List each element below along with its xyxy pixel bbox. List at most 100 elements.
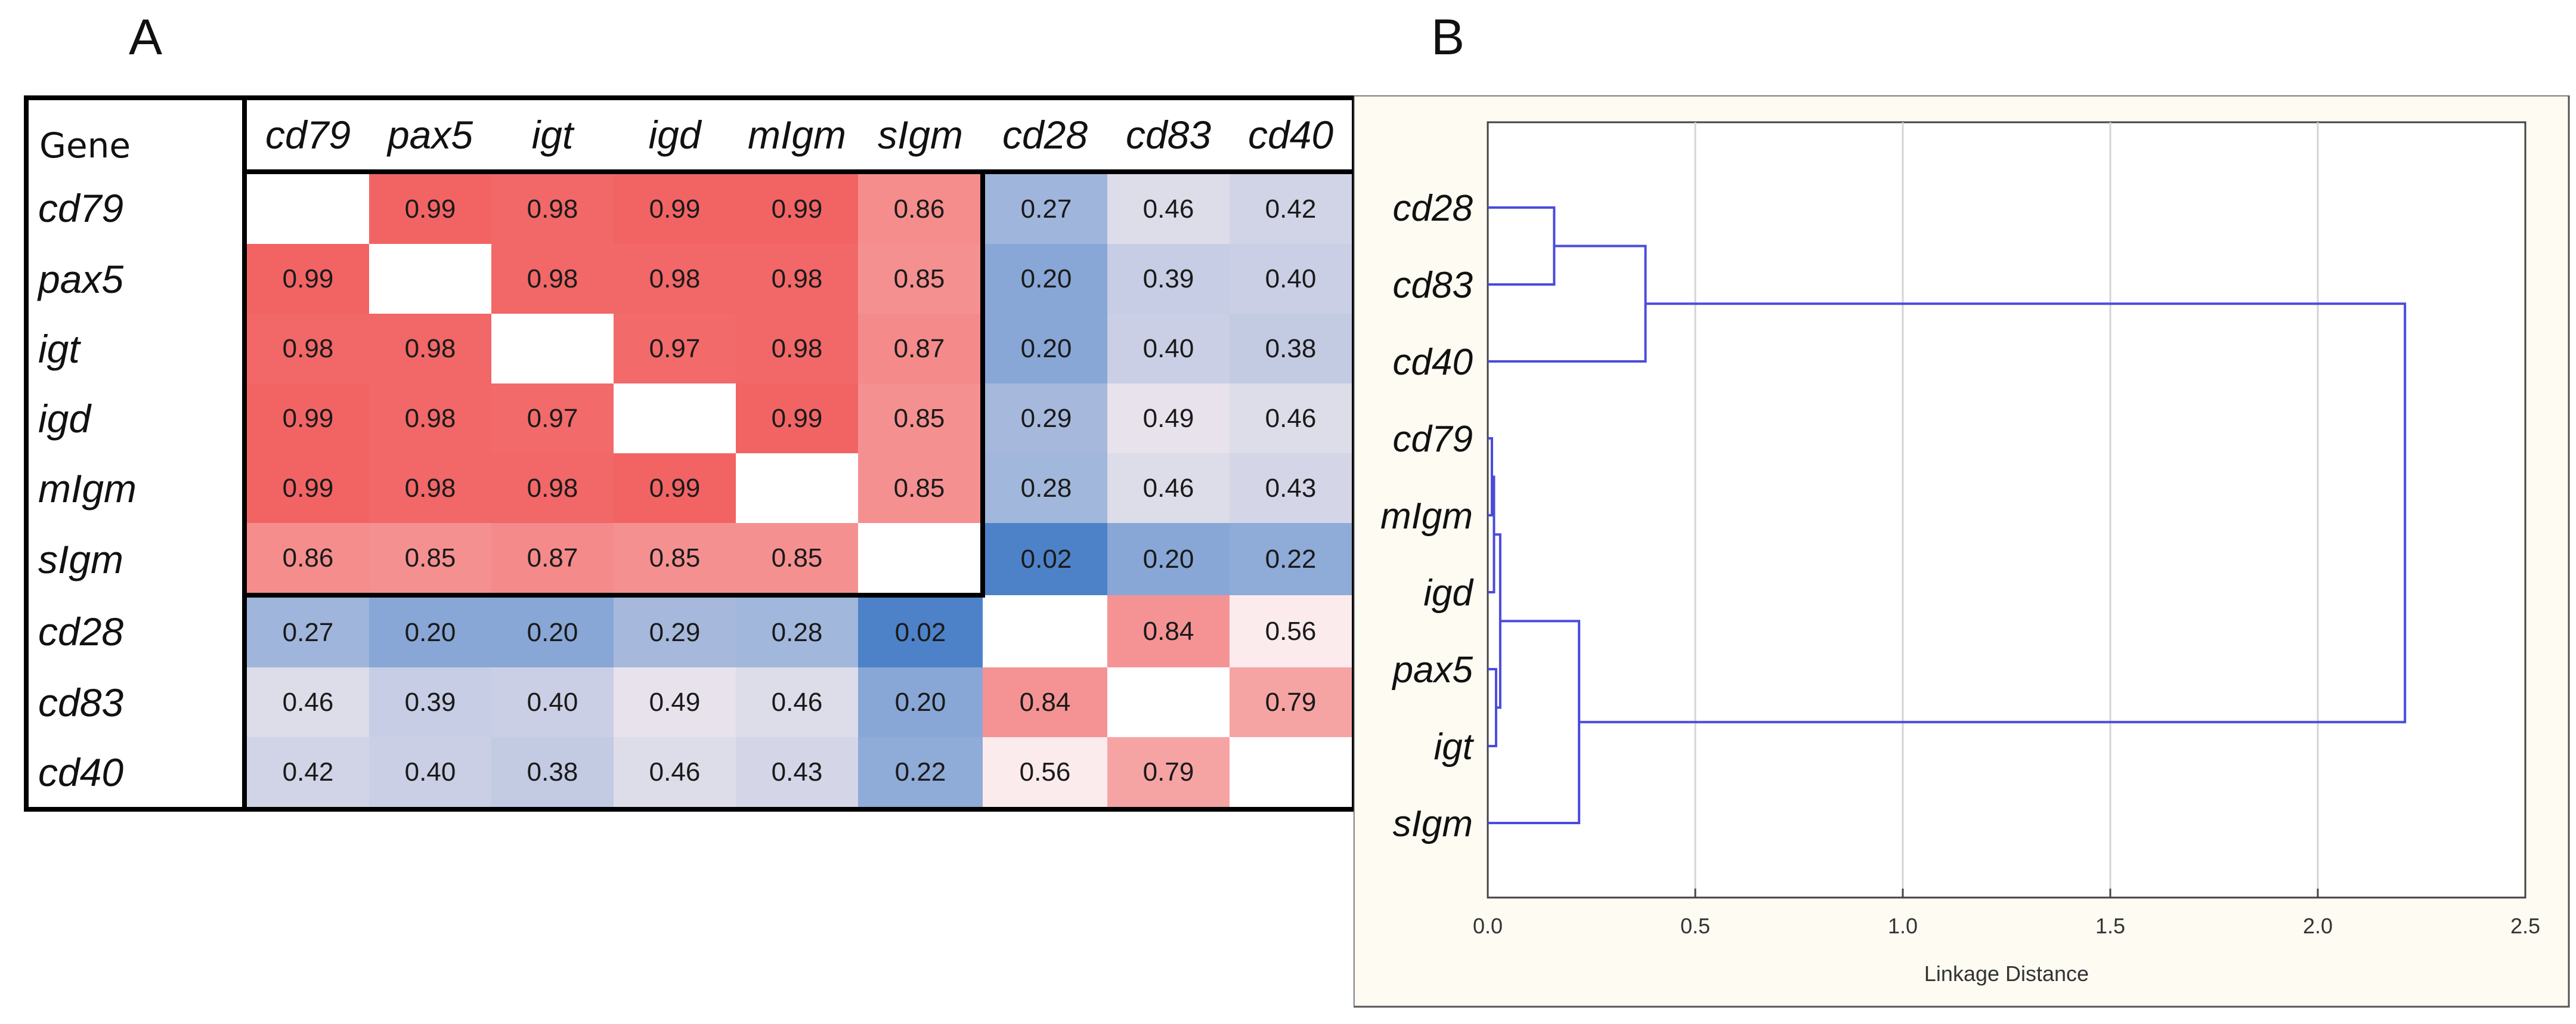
- heatmap-cell: 0.84: [983, 667, 1107, 737]
- heatmap-cell: 0.98: [736, 244, 858, 314]
- heatmap-row: cd40 0.42 0.40 0.38 0.46 0.43 0.22 0.56 0.79: [26, 737, 1354, 809]
- heatmap-row: mIgm 0.99 0.98 0.98 0.99 0.85 0.28 0.46 0.43: [26, 453, 1354, 523]
- heatmap-cell: 0.99: [242, 244, 369, 314]
- x-tick-label: 2.5: [2510, 914, 2540, 938]
- heatmap-cell: 0.98: [242, 314, 369, 383]
- heatmap-cell: 0.29: [614, 595, 736, 667]
- heatmap-corner-label: Gene: [39, 125, 131, 166]
- leaf-label-cd40: cd40: [1393, 342, 1473, 383]
- heatmap-cell: 0.85: [858, 453, 985, 523]
- heatmap-cell: 0.43: [1230, 453, 1354, 523]
- row-header-cd79: cd79: [38, 185, 124, 230]
- leaf-label-sigm: sIgm: [1393, 803, 1473, 844]
- panel-label-a: A: [129, 9, 163, 65]
- heatmap-cell: 0.20: [858, 667, 983, 737]
- heatmap-row: igt 0.98 0.98 0.97 0.98 0.87 0.20 0.40 0.38: [26, 314, 1354, 383]
- heatmap-row: cd83 0.46 0.39 0.40 0.49 0.46 0.20 0.84 0.79: [26, 667, 1354, 737]
- dendrogram-plot-area: [1487, 121, 2527, 899]
- heatmap-cell: 0.20: [983, 244, 1107, 314]
- dendrogram-x-axis-label: Linkage Distance: [1924, 961, 2089, 986]
- dendrogram-link: [1488, 206, 1556, 286]
- heatmap-row: cd79 0.99 0.98 0.99 0.99 0.86 0.27 0.46 0.42: [26, 169, 1354, 244]
- heatmap-cell: 0.02: [983, 523, 1107, 595]
- column-header-cd40: cd40: [1247, 113, 1334, 157]
- heatmap-cell: 0.46: [1230, 383, 1354, 453]
- heatmap-header-row: Gene cd79 pax5 igt igd mIgm sIgm cd28 cd83 cd40: [26, 98, 1354, 172]
- heatmap-cell: [369, 244, 491, 314]
- row-header-igt: igt: [38, 326, 80, 371]
- heatmap-cell: 0.86: [858, 169, 985, 244]
- leaf-label-migm: mIgm: [1380, 496, 1473, 537]
- heatmap-cell: 0.86: [242, 523, 369, 598]
- column-header-sigm: sIgm: [877, 113, 964, 157]
- heatmap-cell: 0.99: [369, 169, 491, 244]
- heatmap-cell: 0.56: [983, 737, 1107, 809]
- heatmap-cell: 0.20: [369, 595, 491, 667]
- heatmap-cell: 0.28: [983, 453, 1107, 523]
- heatmap-cell: 0.20: [1107, 523, 1230, 595]
- heatmap-row: igd 0.99 0.98 0.97 0.99 0.85 0.29 0.49 0.46: [26, 383, 1354, 453]
- heatmap-cell: 0.85: [736, 523, 858, 598]
- row-header-igd: igd: [38, 396, 91, 441]
- heatmap-cell: 0.98: [491, 244, 614, 314]
- dendrogram: cd28 cd83 cd40 cd79 mIgm igd pax5 igt sIgm 0.0 0.…: [1354, 95, 2570, 1008]
- heatmap-cell: 0.85: [858, 244, 985, 314]
- dendrogram-link: [1488, 475, 1496, 593]
- leaf-label-pax5: pax5: [1392, 649, 1473, 691]
- heatmap-cell: 0.02: [858, 595, 983, 667]
- column-header-cd79: cd79: [242, 98, 369, 172]
- heatmap-cell: 0.40: [369, 737, 491, 809]
- x-tick-label: 1.0: [1888, 914, 1918, 938]
- heatmap-cell: 0.98: [491, 453, 614, 523]
- dendrogram-link: [1494, 533, 1501, 709]
- x-tick-label: 1.5: [2095, 914, 2125, 938]
- heatmap-cell: [858, 523, 985, 598]
- heatmap-cell: [1107, 667, 1230, 737]
- row-header-pax5: pax5: [38, 256, 124, 301]
- heatmap-cell: 0.29: [983, 383, 1107, 453]
- heatmap-row: sIgm 0.86 0.85 0.87 0.85 0.85 0.02 0.20 0.22: [26, 523, 1354, 598]
- heatmap-cell: 0.85: [858, 383, 985, 453]
- heatmap-cell: 0.87: [491, 523, 614, 598]
- heatmap-cell: 0.38: [491, 737, 614, 809]
- row-header-sigm: sIgm: [38, 537, 124, 581]
- panel-label-b: B: [1431, 9, 1465, 65]
- heatmap-cell: 0.87: [858, 314, 985, 383]
- heatmap-cell: 0.49: [614, 667, 736, 737]
- x-tick-label: 0.0: [1473, 914, 1503, 938]
- heatmap-cell: 0.98: [614, 244, 736, 314]
- heatmap-cell: [1230, 737, 1354, 809]
- dendrogram-link: [1488, 437, 1493, 516]
- correlation-heatmap: Gene cd79 pax5 igt igd mIgm sIgm cd28 cd83 cd40 …: [24, 95, 1357, 812]
- heatmap-cell: 0.22: [1230, 523, 1354, 595]
- row-header-cd40: cd40: [38, 750, 124, 794]
- heatmap-cell: 0.46: [1107, 169, 1230, 244]
- leaf-label-cd28: cd28: [1393, 188, 1473, 229]
- heatmap-cell: 0.85: [369, 523, 491, 598]
- x-tick-label: 0.5: [1680, 914, 1710, 938]
- heatmap-cell: 0.28: [736, 595, 858, 667]
- heatmap-cell: 0.40: [1107, 314, 1230, 383]
- column-header-igd: igd: [648, 113, 701, 157]
- row-header-cd83: cd83: [38, 680, 124, 725]
- heatmap-cell: 0.27: [983, 169, 1107, 244]
- heatmap-row: pax5 0.99 0.98 0.98 0.98 0.85 0.20 0.39 0.40: [26, 244, 1354, 314]
- heatmap-cell: 0.56: [1230, 595, 1354, 667]
- leaf-label-cd79: cd79: [1393, 419, 1473, 460]
- heatmap-cell: 0.46: [1107, 453, 1230, 523]
- heatmap-row: cd28 0.27 0.20 0.20 0.29 0.28 0.02 0.84 0.56: [26, 595, 1354, 667]
- heatmap-cell: 0.46: [242, 667, 369, 737]
- column-header-migm: mIgm: [748, 113, 846, 157]
- column-header-cd83: cd83: [1125, 113, 1212, 157]
- heatmap-cell: 0.99: [736, 383, 858, 453]
- dendrogram-link: [1488, 668, 1497, 747]
- heatmap-cell: 0.99: [736, 169, 858, 244]
- leaf-label-igt: igt: [1434, 726, 1475, 768]
- heatmap-cell: 0.39: [369, 667, 491, 737]
- heatmap-cell: 0.99: [242, 383, 369, 453]
- heatmap-cell: 0.20: [491, 595, 614, 667]
- dendrogram-link: [1488, 245, 1647, 363]
- heatmap-cell: 0.85: [614, 523, 736, 598]
- heatmap-cell: [614, 383, 736, 453]
- heatmap-cell: 0.79: [1230, 667, 1354, 737]
